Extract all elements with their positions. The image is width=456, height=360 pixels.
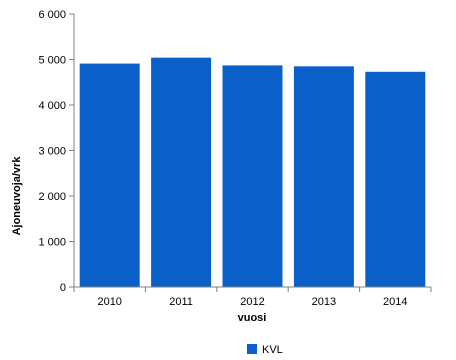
x-axis-title: vuosi: [238, 312, 267, 324]
legend: KVL: [247, 344, 283, 356]
y-tick-label-2000: 2 000: [38, 191, 66, 203]
legend-label-kvl: KVL: [262, 344, 283, 356]
y-tick-label-3000: 3 000: [38, 146, 66, 158]
y-tick-label-5000: 5 000: [38, 55, 66, 67]
bar-2013: [293, 66, 354, 287]
bar-2012: [222, 65, 283, 287]
x-tick-label-2012: 2012: [240, 296, 264, 308]
bar-2011: [151, 57, 212, 288]
x-tick-label-2010: 2010: [97, 296, 121, 308]
y-tick-label-4000: 4 000: [38, 100, 66, 112]
x-tick-label-2014: 2014: [383, 296, 407, 308]
y-tick-label-0: 0: [60, 282, 66, 294]
y-axis-title: Ajoneuvoja/vrk: [11, 156, 23, 236]
y-axis: 0 1 000 2 000 3 000 4 000 5 000 6 000: [38, 9, 75, 294]
y-tick-label-6000: 6 000: [38, 9, 66, 21]
legend-swatch-kvl: [247, 344, 257, 354]
y-tick-label-1000: 1 000: [38, 237, 66, 249]
plot-area: [79, 57, 426, 288]
x-axis: 2010 2011 2012 2013 2014: [73, 286, 432, 308]
bar-2010: [79, 63, 140, 288]
x-tick-label-2011: 2011: [169, 296, 193, 308]
bar-2014: [365, 71, 426, 287]
x-tick-label-2013: 2013: [312, 296, 336, 308]
